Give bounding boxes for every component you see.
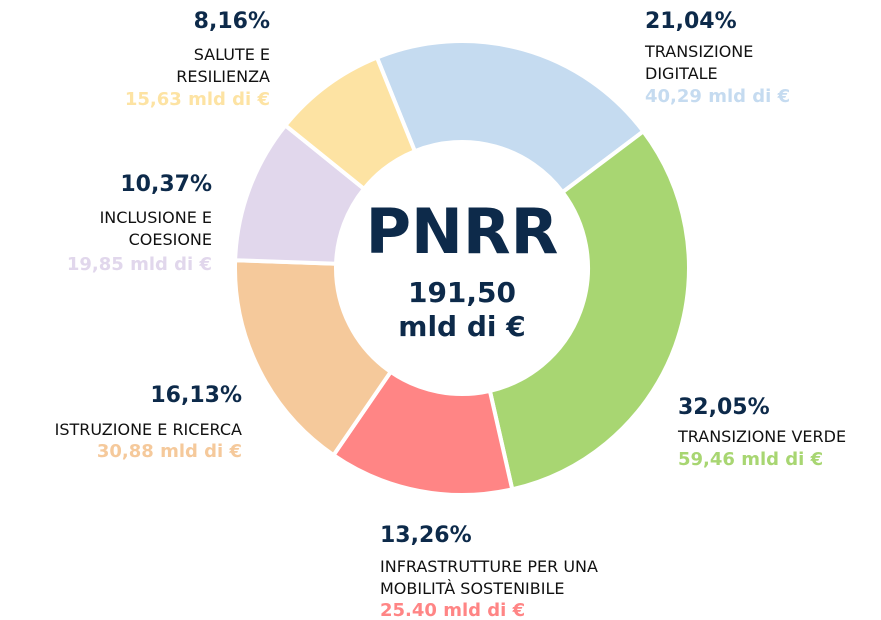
donut-segment (487, 128, 691, 492)
total-value: 191,50 (408, 276, 516, 309)
amount-label: 59,46 mld di € (678, 449, 823, 470)
amount-label: 25.40 mld di € (380, 600, 525, 620)
category-label: TRANSIZIONE DIGITALE (644, 42, 753, 83)
value-label: 8,16% (194, 9, 270, 34)
category-label: INCLUSIONE E COESIONE (100, 208, 212, 249)
category-label: SALUTE E RESILIENZA (176, 45, 270, 86)
chart-title: PNRR (366, 195, 559, 268)
amount-label: 40,29 mld di € (645, 86, 790, 107)
value-label: 32,05% (678, 395, 770, 420)
value-label: 16,13% (150, 383, 242, 408)
category-label: ISTRUZIONE E RICERCA (55, 420, 242, 439)
donut-segment (374, 39, 647, 195)
category-label: TRANSIZIONE VERDE (677, 427, 846, 446)
value-label: 10,37% (120, 172, 212, 197)
value-label: 21,04% (645, 9, 737, 34)
donut (233, 39, 691, 497)
amount-label: 19,85 mld di € (67, 254, 212, 275)
category-label: INFRASTRUTTURE PER UNA MOBILITÀ SOSTENIBI… (380, 557, 598, 598)
amount-label: 30,88 mld di € (97, 441, 242, 462)
value-label: 13,26% (380, 523, 472, 548)
total-unit: mld di € (398, 310, 525, 343)
amount-label: 15,63 mld di € (125, 89, 270, 110)
donut-segment (233, 258, 394, 458)
donut-segment (282, 54, 418, 192)
